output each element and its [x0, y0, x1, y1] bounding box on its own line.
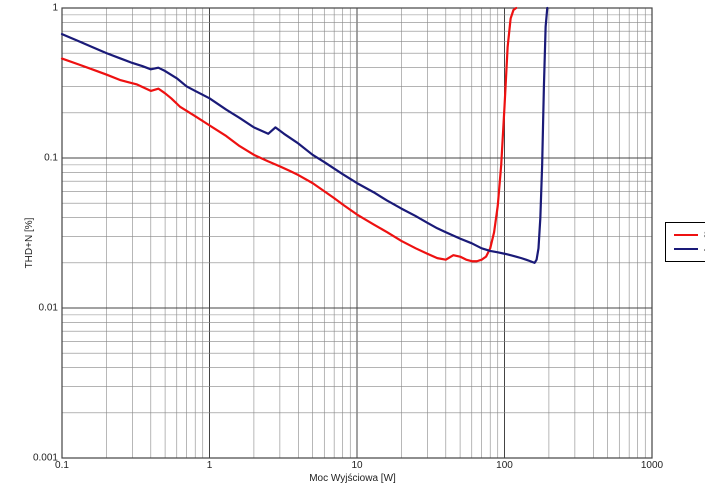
plot-svg: [62, 8, 652, 458]
x-tick-label-1: 1: [207, 460, 213, 471]
x-tick-label-1000: 1000: [641, 460, 663, 471]
legend-item-4ohm[interactable]: 4Ohm: [674, 243, 705, 255]
x-tick-label-10: 10: [351, 460, 362, 471]
legend-swatch-4ohm: [674, 248, 698, 250]
curve-8ohm: [62, 8, 516, 261]
y-tick-label-0.01: 0.01: [39, 303, 58, 314]
curve-4ohm: [62, 8, 547, 263]
thd-chart: THD+N [%] Moc Wyjściowa [W] 1 0.1 0.01 0.00…: [0, 0, 705, 486]
legend-swatch-8ohm: [674, 234, 698, 236]
x-tick-label-100: 100: [496, 460, 513, 471]
x-tick-label-0.1: 0.1: [55, 460, 69, 471]
plot-area: 1 0.1 0.01 0.001 0.1 1 10 100 1000: [62, 8, 652, 458]
y-tick-label-0.1: 0.1: [44, 153, 58, 164]
x-axis-title: Moc Wyjściowa [W]: [0, 473, 705, 484]
y-tick-label-1: 1: [52, 3, 58, 14]
legend-item-8ohm[interactable]: 8Ohm: [674, 229, 705, 241]
legend: 8Ohm 4Ohm: [665, 222, 705, 262]
y-axis-title: THD+N [%]: [24, 218, 35, 269]
